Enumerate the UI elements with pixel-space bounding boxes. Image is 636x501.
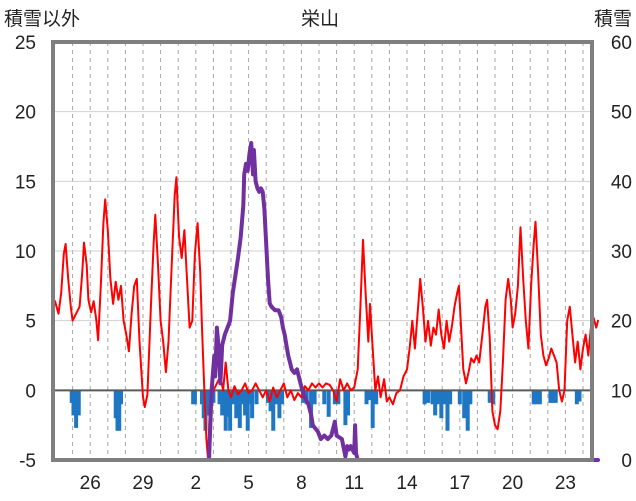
precipitation-bar <box>439 390 444 419</box>
chart-title: 栄山 <box>301 8 339 30</box>
precipitation-bar <box>577 390 582 402</box>
right-tick-label: 0 <box>621 451 632 472</box>
precipitation-bar <box>220 390 225 416</box>
temperature-line <box>54 176 599 461</box>
right-tick-label: 60 <box>611 33 632 54</box>
precipitation-bar <box>223 390 228 431</box>
x-tick-label: 29 <box>132 473 153 494</box>
precipitation-bar <box>271 390 276 431</box>
precipitation-bar <box>336 390 341 405</box>
precipitation-bar <box>430 390 435 405</box>
precipitation-bar <box>228 390 233 431</box>
precipitation-bar <box>548 390 553 403</box>
precipitation-bar <box>465 390 470 431</box>
x-tick-label: 2 <box>191 473 202 494</box>
precipitation-bar <box>491 390 496 405</box>
precipitation-bar <box>231 390 236 405</box>
precipitation-bar <box>76 390 81 416</box>
precipitation-bar <box>374 390 379 405</box>
snow_depth-line <box>53 141 600 462</box>
precipitation-bar <box>243 390 248 416</box>
precipitation-bar <box>343 390 348 426</box>
precipitation-bar <box>277 390 282 419</box>
precipitation-bar <box>280 390 285 405</box>
precipitation-bar <box>117 390 122 431</box>
precipitation-bar <box>368 390 373 401</box>
precipitation-bar <box>247 390 252 405</box>
left-tick-label: -5 <box>19 451 36 472</box>
right-axis-title: 積雪 <box>594 8 632 30</box>
x-tick-label: 11 <box>344 473 364 494</box>
precipitation-bar <box>436 390 441 405</box>
precipitation-bar <box>192 390 197 405</box>
left-tick-label: 0 <box>25 381 36 402</box>
precipitation-bar <box>245 390 250 431</box>
precipitation-bar <box>426 390 431 403</box>
precipitation-bar <box>237 390 242 428</box>
precipitation-bar <box>551 390 556 403</box>
precipitation-bar <box>207 390 211 405</box>
series-lines <box>53 141 600 462</box>
x-tick-label: 14 <box>396 473 418 494</box>
precipitation-bar <box>448 390 453 405</box>
precipitation-bar <box>574 390 579 405</box>
precipitation-bar <box>240 390 245 405</box>
grid-lines <box>53 42 592 460</box>
precipitation-bar <box>534 390 539 405</box>
x-tick-label: 20 <box>502 473 523 494</box>
left-tick-label: 25 <box>15 33 36 54</box>
left-tick-label: 15 <box>15 172 36 193</box>
precipitation-bar <box>250 390 255 419</box>
precipitation-bar <box>346 390 351 416</box>
x-tick-label: 8 <box>296 473 307 494</box>
precipitation-bar <box>234 390 239 419</box>
left-tick-label: 10 <box>15 242 36 263</box>
right-tick-label: 20 <box>611 312 632 333</box>
x-tick-label: 17 <box>449 473 470 494</box>
precipitation-bar <box>457 390 462 405</box>
precipitation-bar <box>537 390 542 405</box>
x-tick-label: 26 <box>80 473 101 494</box>
precipitation-bar <box>119 390 123 405</box>
left-tick-label: 5 <box>25 312 36 333</box>
right-tick-label: 10 <box>611 381 632 402</box>
precipitation-bar <box>433 390 438 416</box>
plot-frame <box>51 40 594 462</box>
precipitation-bar <box>445 390 450 431</box>
precipitation-bar <box>211 390 216 403</box>
left-axis-title: 積雪以外 <box>4 8 80 30</box>
precipitation-bar <box>254 390 259 405</box>
precipitation-bar <box>531 390 536 405</box>
x-tick-label: 5 <box>243 473 254 494</box>
plot-border <box>51 40 594 462</box>
precipitation-bar <box>364 390 369 405</box>
left-tick-label: 20 <box>15 103 36 124</box>
precipitation-bar <box>468 390 473 405</box>
precipitation-bar <box>322 390 327 405</box>
precipitation-bar <box>370 390 375 428</box>
precipitation-bar <box>71 390 76 416</box>
precipitation-bar <box>326 390 331 417</box>
precipitation-bar <box>422 390 427 405</box>
right-tick-label: 30 <box>611 242 632 263</box>
right-tick-label: 40 <box>611 172 632 193</box>
x-tick-label: 23 <box>555 473 576 494</box>
precipitation-bar <box>441 390 446 405</box>
precipitation-bar <box>487 390 492 403</box>
precipitation-bar <box>462 390 467 419</box>
precipitation-bar <box>553 390 558 403</box>
precipitation-bar <box>217 390 222 405</box>
precipitation-bar <box>312 390 317 405</box>
right-tick-label: 50 <box>611 103 632 124</box>
precipitation-bar <box>74 390 79 428</box>
